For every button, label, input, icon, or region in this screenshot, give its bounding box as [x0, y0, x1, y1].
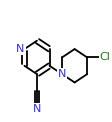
Text: N: N	[16, 44, 24, 54]
Text: N: N	[32, 104, 41, 114]
Text: Cl: Cl	[99, 52, 110, 62]
Text: Cl: Cl	[99, 52, 110, 62]
Text: N: N	[57, 69, 66, 79]
Text: N: N	[32, 104, 41, 114]
Text: N: N	[57, 69, 66, 79]
Text: N: N	[16, 44, 24, 54]
